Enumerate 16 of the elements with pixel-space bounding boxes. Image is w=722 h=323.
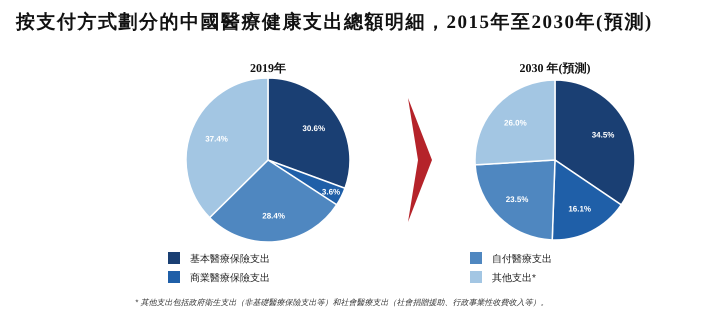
legend-label: 基本醫療保險支出 (190, 253, 270, 265)
legend-label: 商業醫療保險支出 (190, 272, 270, 284)
data-label: 26.0% (504, 118, 527, 128)
legend-label: 自付醫療支出 (492, 253, 552, 265)
text: 按支付方式劃分的中國醫療健康支出總額明細，2015年至2030年(預測) (15, 11, 653, 33)
data-label: 28.4% (262, 211, 285, 220)
data-label: 34.5% (592, 130, 614, 140)
text: * 其他支出包括政府衛生支出（非基礎醫療保險支出等）和社會醫療支出（社會捐贈援助、行政事業性收費收入等）。 (135, 298, 548, 307)
data-label: 23.5% (506, 194, 528, 204)
data-label: 37.4% (205, 134, 228, 144)
chart-title: 2030 年(預測) (520, 61, 590, 75)
data-label: 16.1% (568, 204, 592, 214)
legend-label: 其他支出* (492, 272, 536, 284)
chart-title: 2019年 (250, 61, 286, 75)
data-label: 30.6% (302, 124, 326, 134)
data-label: 3.6% (322, 188, 340, 197)
